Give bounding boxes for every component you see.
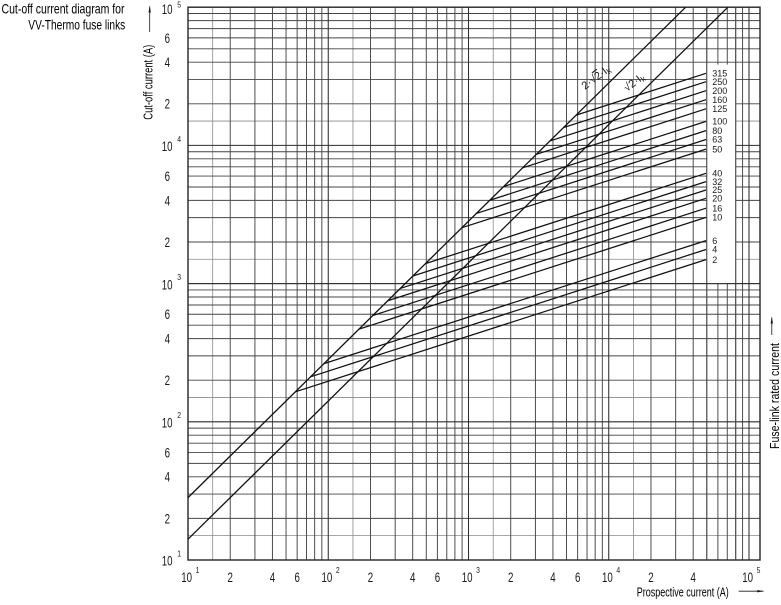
svg-text:3: 3: [177, 272, 181, 282]
svg-text:10: 10: [602, 571, 613, 586]
svg-text:4: 4: [712, 245, 717, 255]
svg-text:4: 4: [616, 565, 620, 575]
svg-text:2: 2: [712, 255, 717, 265]
svg-text:Fuse-link rated current: Fuse-link rated current: [767, 343, 781, 449]
svg-text:6: 6: [165, 446, 171, 461]
svg-text:315: 315: [712, 69, 727, 79]
svg-text:10: 10: [462, 571, 473, 586]
svg-text:6: 6: [712, 236, 717, 246]
svg-text:2: 2: [336, 565, 340, 575]
svg-text:20: 20: [712, 194, 722, 204]
svg-text:2: 2: [165, 374, 170, 389]
svg-text:10: 10: [181, 571, 192, 586]
svg-text:160: 160: [712, 95, 727, 105]
svg-text:80: 80: [712, 126, 722, 136]
svg-text:10: 10: [712, 213, 722, 223]
svg-text:10: 10: [162, 278, 173, 293]
svg-text:6: 6: [294, 570, 300, 585]
svg-text:250: 250: [712, 77, 727, 87]
svg-text:4: 4: [690, 570, 696, 585]
svg-text:40: 40: [712, 169, 722, 179]
svg-text:10: 10: [162, 416, 173, 431]
svg-text:4: 4: [165, 56, 171, 71]
svg-text:2: 2: [228, 570, 233, 585]
svg-text:100: 100: [712, 117, 727, 127]
svg-text:4: 4: [177, 134, 181, 144]
svg-text:50: 50: [712, 144, 722, 154]
svg-text:Cut-off current diagram for: Cut-off current diagram for: [2, 1, 125, 17]
svg-text:63: 63: [712, 135, 722, 145]
svg-text:2: 2: [368, 570, 373, 585]
svg-text:10: 10: [742, 571, 753, 586]
svg-text:4: 4: [550, 570, 556, 585]
svg-text:10: 10: [162, 554, 173, 569]
svg-text:25: 25: [712, 185, 722, 195]
svg-text:6: 6: [435, 570, 441, 585]
svg-text:2: 2: [165, 97, 170, 112]
svg-text:4: 4: [165, 332, 171, 347]
svg-text:10: 10: [162, 3, 173, 18]
svg-text:Cut-off current (A): Cut-off current (A): [140, 45, 155, 120]
svg-text:10: 10: [162, 140, 173, 155]
svg-text:5: 5: [757, 565, 761, 575]
svg-text:32: 32: [712, 177, 722, 187]
svg-text:1: 1: [196, 565, 200, 575]
svg-text:125: 125: [712, 104, 727, 114]
svg-text:3: 3: [476, 565, 480, 575]
svg-text:10: 10: [321, 571, 332, 586]
svg-text:2: 2: [165, 512, 170, 527]
svg-text:6: 6: [575, 570, 581, 585]
svg-text:16: 16: [712, 203, 722, 213]
svg-text:VV-Thermo fuse links: VV-Thermo fuse links: [28, 17, 125, 33]
svg-text:2: 2: [648, 570, 653, 585]
svg-text:6: 6: [165, 169, 171, 184]
svg-text:4: 4: [270, 570, 276, 585]
svg-text:6: 6: [165, 308, 171, 323]
svg-text:1: 1: [177, 549, 181, 559]
svg-text:Prospective current (A): Prospective current (A): [637, 585, 729, 599]
svg-text:2: 2: [165, 235, 170, 250]
svg-text:4: 4: [410, 570, 416, 585]
svg-text:6: 6: [165, 31, 171, 46]
svg-text:2: 2: [508, 570, 513, 585]
svg-text:4: 4: [165, 194, 171, 209]
svg-text:4: 4: [165, 470, 171, 485]
svg-text:200: 200: [712, 86, 727, 96]
svg-text:5: 5: [177, 0, 181, 10]
svg-text:2: 2: [177, 410, 181, 420]
